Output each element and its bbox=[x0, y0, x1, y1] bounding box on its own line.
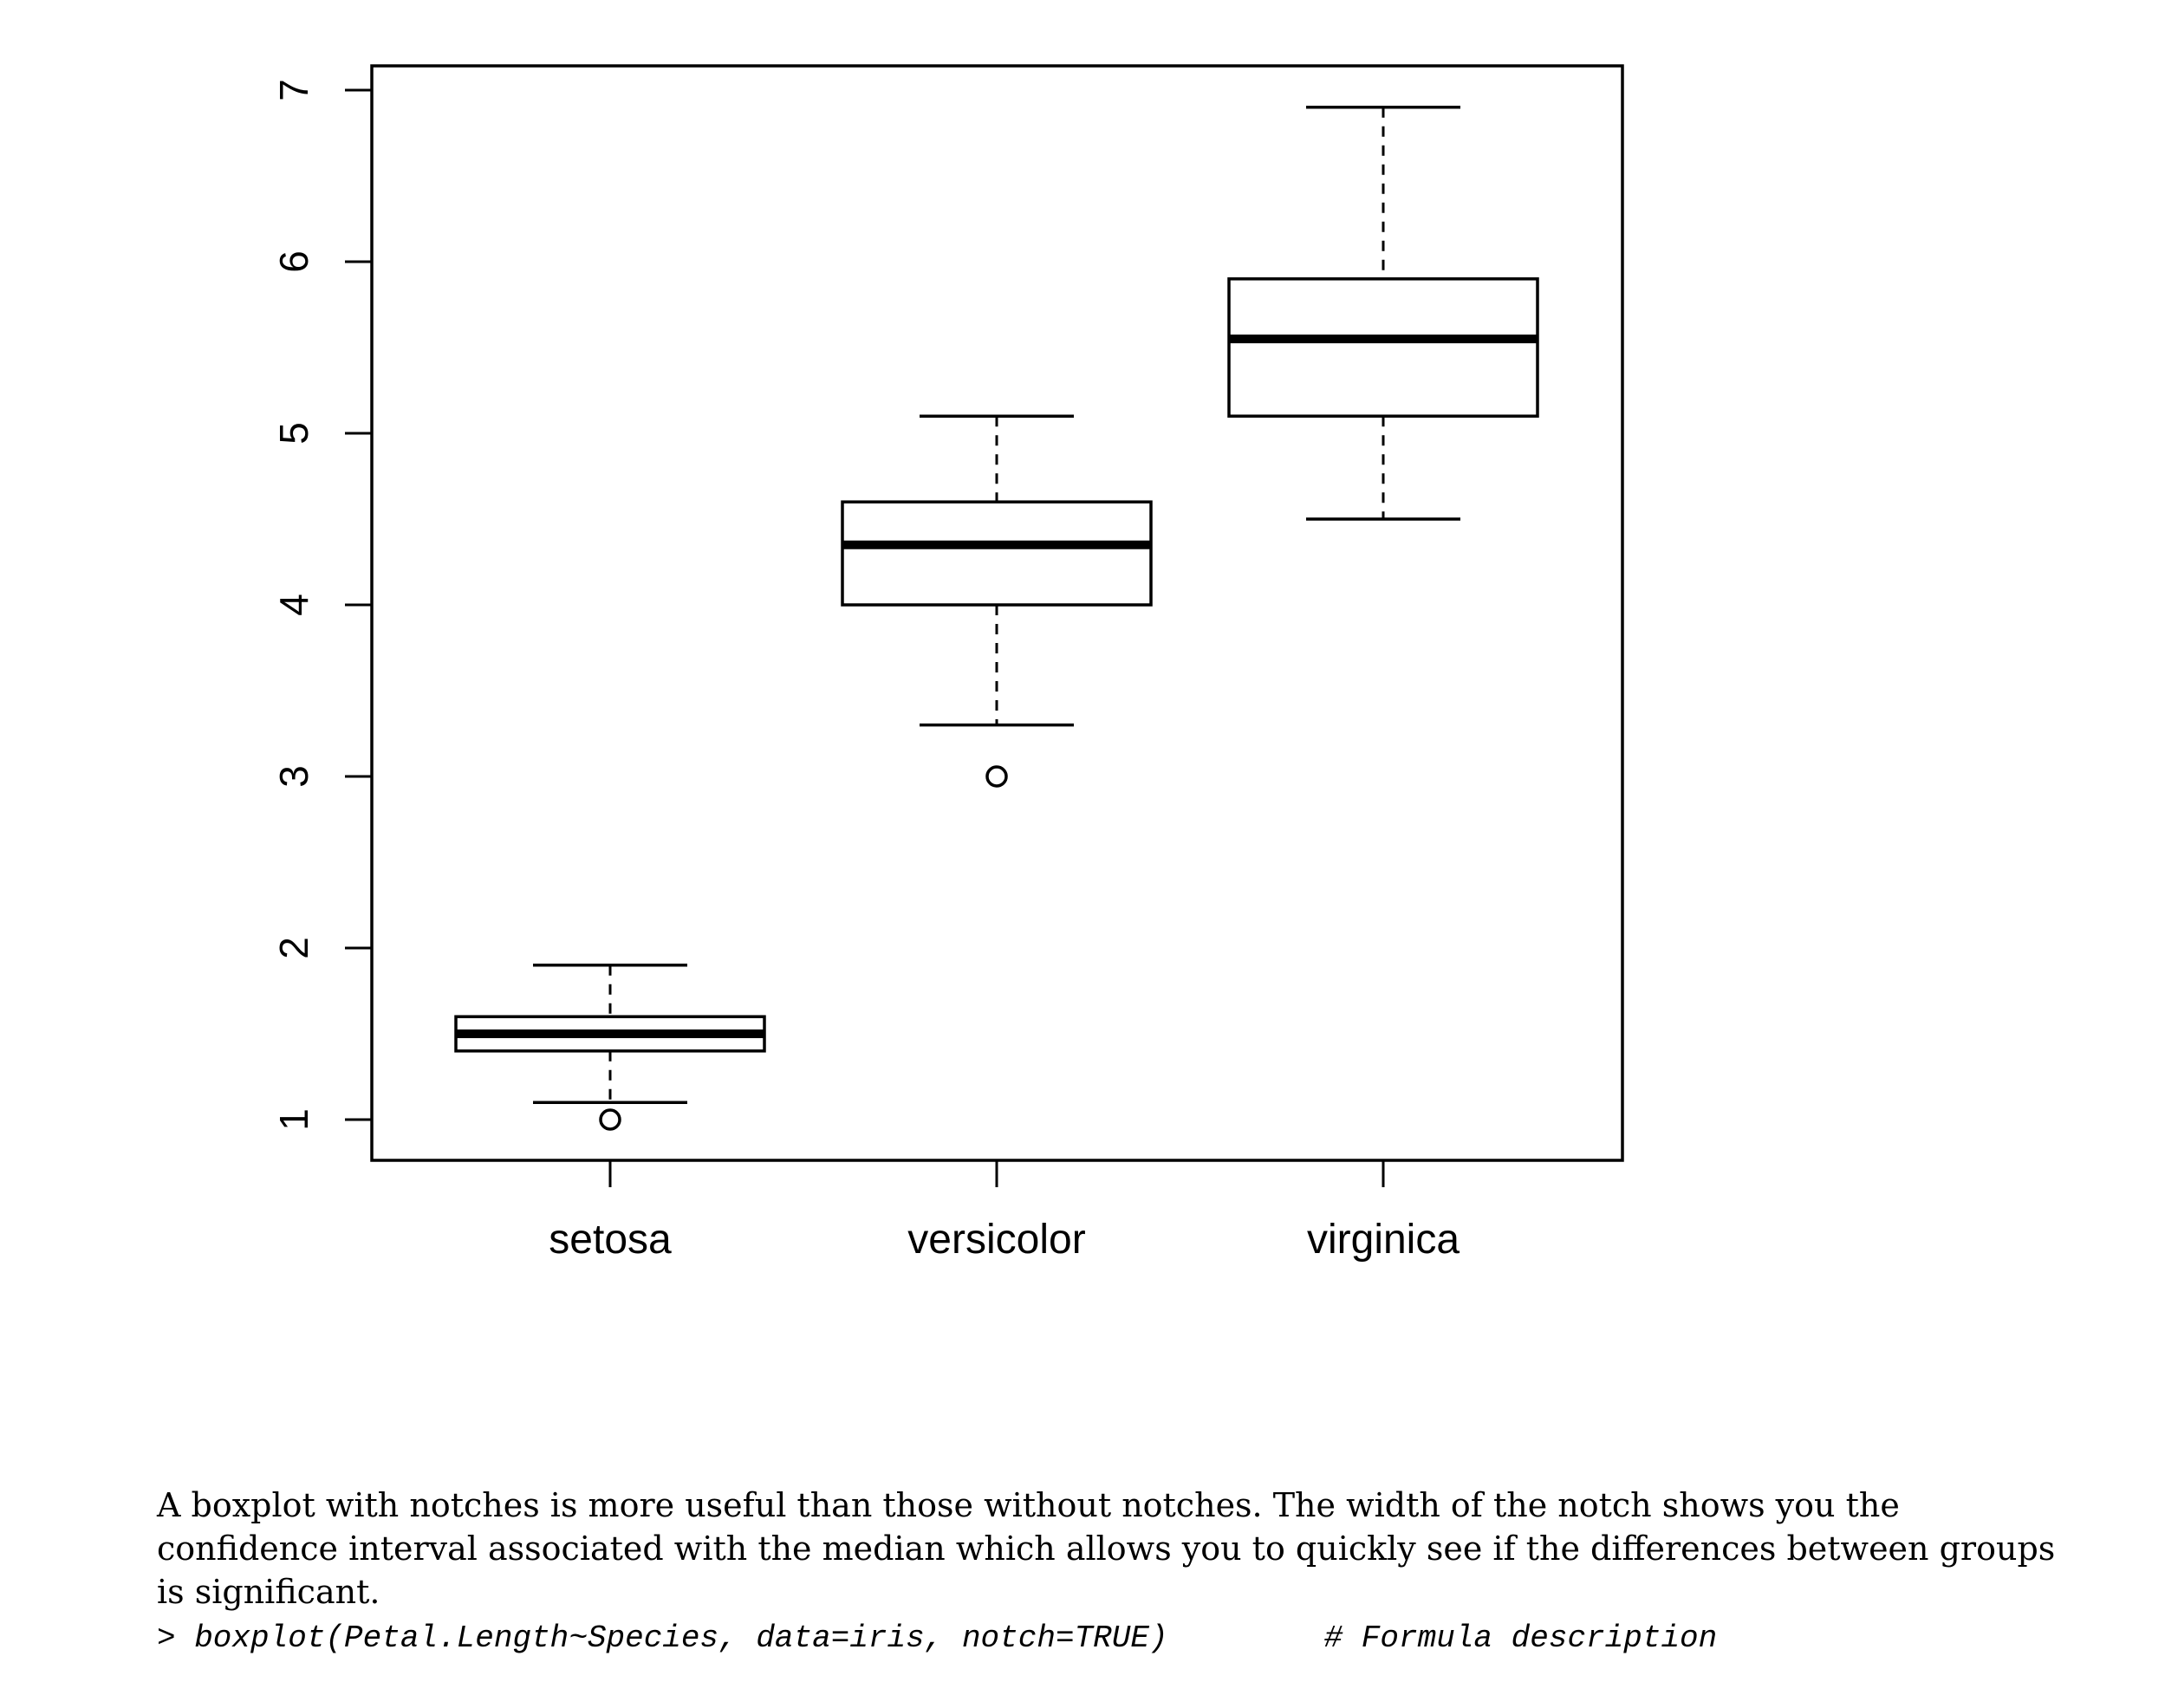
x-tick-label: setosa bbox=[549, 1217, 672, 1263]
y-tick-label: 1 bbox=[271, 1108, 316, 1131]
box-versicolor bbox=[841, 414, 1153, 788]
code-comment: # Formula description bbox=[1323, 1620, 1718, 1656]
code-line: > boxplot(Petal.Length~Species, data=iri… bbox=[157, 1620, 1717, 1656]
outlier-point bbox=[599, 1108, 621, 1131]
y-tick-label: 4 bbox=[271, 594, 316, 616]
x-tick-label: versicolor bbox=[907, 1217, 1085, 1263]
y-axis: 1 2 3 4 5 6 7 bbox=[271, 79, 374, 1131]
y-tick-label: 2 bbox=[271, 937, 316, 959]
y-tick-label: 3 bbox=[271, 765, 316, 788]
outlier-point bbox=[985, 765, 1008, 788]
iqr-box bbox=[841, 500, 1153, 607]
caption-paragraph: A boxplot with notches is more useful th… bbox=[157, 1486, 2056, 1611]
box-virginica bbox=[1227, 106, 1539, 521]
x-tick-label: virginica bbox=[1307, 1217, 1460, 1263]
y-tick-label: 7 bbox=[271, 79, 316, 101]
x-axis: setosa versicolor virginica bbox=[549, 1160, 1460, 1263]
y-tick-label: 5 bbox=[271, 422, 316, 445]
boxes bbox=[454, 106, 1539, 1131]
y-tick-label: 6 bbox=[271, 250, 316, 273]
code-command: > boxplot(Petal.Length~Species, data=iri… bbox=[157, 1620, 1168, 1656]
iqr-box bbox=[1227, 277, 1539, 418]
box-setosa bbox=[454, 964, 766, 1131]
